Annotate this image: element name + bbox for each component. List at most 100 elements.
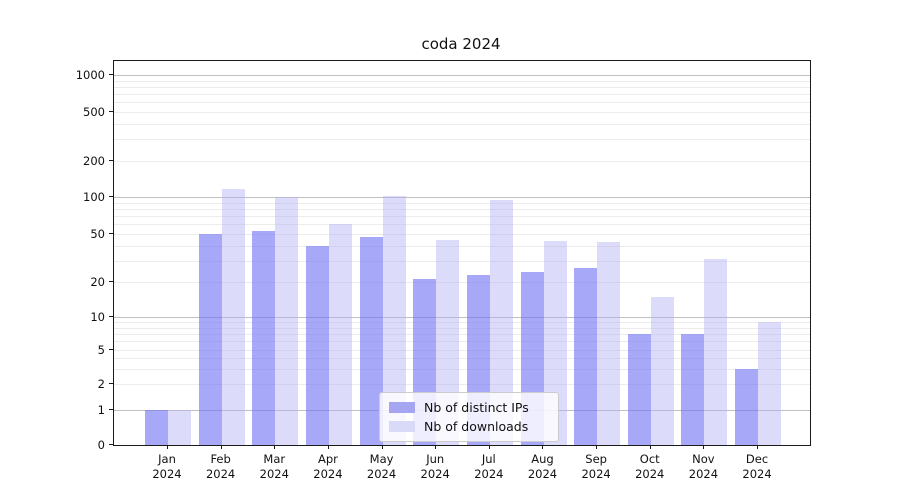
bar-distinct-ips [735, 369, 758, 445]
y-tick-mark [109, 444, 113, 445]
y-tick-mark [109, 409, 113, 410]
gridline-minor [114, 369, 810, 370]
gridline-minor [114, 102, 810, 104]
gridline-minor [114, 224, 810, 226]
legend-swatch-downloads-icon [389, 421, 415, 432]
y-tick-mark [109, 316, 113, 317]
gridline-major [114, 317, 810, 318]
y-tick-mark [109, 160, 113, 161]
gridline-minor [114, 80, 810, 82]
bar-downloads [221, 188, 245, 445]
gridline-minor [114, 341, 810, 343]
gridline-minor [114, 334, 810, 335]
x-tick-mark [327, 445, 329, 449]
gridline-minor [114, 112, 810, 113]
y-tick-label: 20 [90, 275, 105, 289]
x-tick-label: Apr 2024 [313, 452, 343, 481]
x-tick-label: Sep 2024 [581, 452, 611, 481]
y-tick-mark [109, 233, 113, 234]
y-tick-label: 2 [97, 377, 105, 391]
x-tick-mark [542, 445, 544, 449]
bar-distinct-ips [627, 334, 651, 445]
y-tick-label: 5 [97, 343, 105, 357]
bar-distinct-ips [198, 234, 222, 445]
x-tick-label: Dec 2024 [742, 452, 772, 481]
bar-distinct-ips [252, 230, 276, 445]
gridline-major [114, 197, 810, 198]
y-tick-mark [109, 383, 113, 384]
x-tick-label: Jul 2024 [474, 452, 504, 481]
bar-distinct-ips [359, 237, 383, 445]
gridline-minor [114, 216, 810, 217]
x-tick-mark [757, 445, 759, 449]
x-tick-label: May 2024 [366, 452, 397, 481]
x-tick-mark [488, 445, 490, 449]
bar-downloads [328, 224, 352, 445]
chart-title: coda 2024 [421, 35, 501, 53]
bar-downloads [168, 410, 191, 445]
x-tick-mark [596, 445, 598, 449]
gridline-minor [114, 123, 810, 125]
gridline-minor [114, 139, 810, 141]
gridline-minor [114, 161, 810, 162]
bar-downloads [650, 296, 674, 445]
gridline-minor [114, 327, 810, 329]
bar-downloads [275, 197, 299, 445]
gridline-minor [114, 322, 810, 323]
x-tick-mark [649, 445, 651, 449]
bar-distinct-ips [681, 334, 705, 445]
legend-item-distinct-ips: Nb of distinct IPs [389, 398, 548, 417]
x-tick-mark [220, 445, 222, 449]
bar-downloads [758, 322, 781, 445]
legend-label-downloads: Nb of downloads [424, 419, 529, 434]
x-tick-mark [381, 445, 383, 449]
x-tick-label: Nov 2024 [688, 452, 719, 481]
x-tick-mark [703, 445, 705, 449]
bar-distinct-ips [574, 268, 598, 445]
x-tick-label: Feb 2024 [205, 452, 236, 481]
y-tick-label: 50 [90, 227, 105, 241]
bar-distinct-ips [305, 245, 329, 445]
x-tick-label: Oct 2024 [635, 452, 665, 481]
gridline-minor [114, 86, 810, 88]
y-tick-label: 500 [83, 105, 105, 119]
legend-swatch-distinct-ips-icon [389, 402, 415, 413]
y-tick-label: 200 [83, 154, 105, 168]
gridline-minor [114, 358, 810, 360]
legend-item-downloads: Nb of downloads [389, 417, 548, 436]
y-tick-mark [109, 74, 113, 75]
gridline-minor [114, 234, 810, 235]
gridline-minor [114, 260, 810, 262]
gridline-major [114, 75, 810, 76]
bar-downloads [704, 259, 728, 445]
plot-area: Nb of distinct IPs Nb of downloads [113, 60, 811, 446]
gridline-minor [114, 202, 810, 204]
bar-distinct-ips [145, 410, 168, 445]
bar-downloads [489, 200, 513, 445]
x-tick-label: Mar 2024 [259, 452, 289, 481]
y-tick-mark [109, 281, 113, 282]
y-tick-label: 100 [83, 190, 105, 204]
y-tick-label: 1 [97, 403, 105, 417]
gridline-minor [114, 350, 810, 351]
y-tick-label: 1000 [75, 68, 105, 82]
gridline-minor [114, 282, 810, 283]
x-tick-mark [274, 445, 276, 449]
y-tick-mark [109, 111, 113, 112]
gridline-minor [114, 94, 810, 95]
x-tick-label: Jun 2024 [420, 452, 450, 481]
x-tick-label: Jan 2024 [152, 452, 182, 481]
bar-downloads [597, 241, 621, 445]
bar-downloads [382, 195, 406, 445]
x-tick-mark [167, 445, 168, 449]
y-tick-mark [109, 349, 113, 350]
y-tick-mark [109, 196, 113, 197]
y-tick-label: 0 [97, 438, 105, 452]
y-tick-label: 10 [90, 310, 105, 324]
legend: Nb of distinct IPs Nb of downloads [379, 392, 559, 442]
x-tick-label: Aug 2024 [527, 452, 558, 481]
gridline-minor [114, 208, 810, 210]
legend-label-distinct-ips: Nb of distinct IPs [424, 400, 529, 415]
gridline-minor [114, 384, 810, 385]
